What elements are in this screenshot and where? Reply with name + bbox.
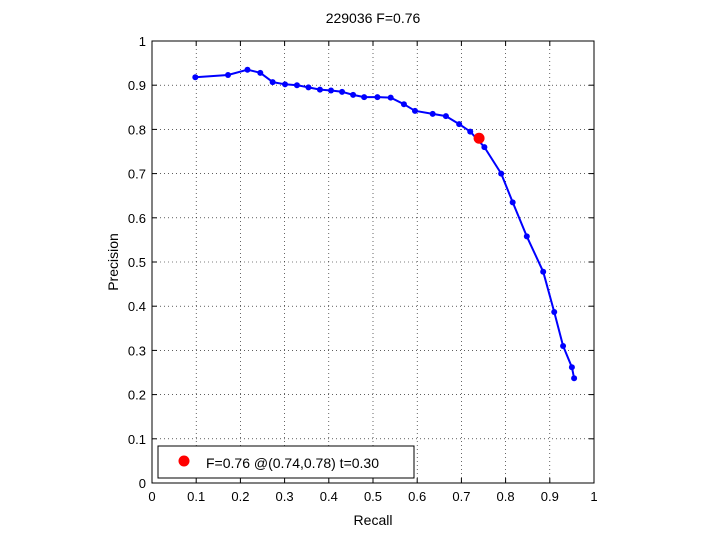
x-tick-label: 0.2: [231, 489, 249, 504]
data-point: [400, 101, 407, 108]
y-tick-label: 0: [139, 476, 146, 491]
data-point: [523, 233, 530, 240]
data-point: [339, 88, 346, 95]
x-tick-label: 1: [590, 489, 597, 504]
data-point: [192, 74, 199, 81]
plot-frame: [151, 40, 595, 484]
y-tick-label: 0.6: [128, 211, 146, 226]
data-point: [350, 91, 357, 98]
x-tick-label: 0.3: [276, 489, 294, 504]
y-tick-label: 0.3: [128, 343, 146, 358]
y-tick-label: 0.8: [128, 122, 146, 137]
series-layer: [192, 66, 578, 382]
data-point: [551, 308, 558, 315]
best-f-point: [473, 132, 485, 144]
x-tick-label: 0.5: [364, 489, 382, 504]
data-point: [560, 342, 567, 349]
x-tick-label: 0.6: [408, 489, 426, 504]
x-tick-label: 0.9: [541, 489, 559, 504]
x-tick-label: 0.8: [497, 489, 515, 504]
y-tick-labels: 0 0.1 0.2 0.3 0.4 0.5 0.6 0.7 0.8 0.9 1: [128, 34, 146, 491]
x-tick-label: 0.7: [452, 489, 470, 504]
data-point: [269, 79, 276, 86]
data-point: [257, 69, 264, 76]
legend-box: [157, 445, 415, 479]
data-point: [361, 94, 368, 101]
y-tick-label: 0.4: [128, 299, 146, 314]
data-point: [481, 144, 488, 151]
y-axis-label: Precision: [105, 233, 121, 291]
legend: F=0.76 @(0.74,0.78) t=0.30: [157, 445, 415, 479]
x-axis-label: Recall: [354, 512, 393, 528]
data-point: [316, 86, 323, 93]
y-tick-label: 1: [139, 34, 146, 49]
data-point: [568, 364, 575, 371]
y-tick-label: 0.7: [128, 167, 146, 182]
data-point: [305, 84, 312, 91]
data-point: [244, 66, 251, 73]
x-tick-labels: 0 0.1 0.2 0.3 0.4 0.5 0.6 0.7 0.8 0.9 1: [148, 489, 597, 504]
y-tick-label: 0.1: [128, 432, 146, 447]
data-point: [429, 110, 436, 117]
data-point: [456, 121, 463, 128]
data-point: [328, 87, 335, 94]
data-point: [225, 72, 232, 79]
data-point: [467, 128, 474, 135]
data-point: [540, 268, 547, 275]
data-point: [387, 94, 394, 101]
x-tick-label: 0.4: [320, 489, 338, 504]
grid-lines: [152, 41, 594, 483]
y-tick-label: 0.2: [128, 388, 146, 403]
y-tick-label: 0.9: [128, 78, 146, 93]
data-point: [282, 81, 289, 88]
legend-label: F=0.76 @(0.74,0.78) t=0.30: [206, 455, 379, 471]
data-point: [509, 199, 516, 206]
data-point: [293, 82, 300, 89]
y-tick-label: 0.5: [128, 255, 146, 270]
data-point: [442, 113, 449, 120]
data-point: [498, 170, 505, 177]
chart-title: 229036 F=0.76: [326, 10, 421, 26]
best-point-layer: [473, 132, 485, 144]
data-point: [571, 375, 578, 382]
x-tick-label: 0: [148, 489, 155, 504]
data-point: [374, 94, 381, 101]
data-point: [411, 107, 418, 114]
legend-marker: [178, 455, 190, 467]
x-tick-label: 0.1: [187, 489, 205, 504]
